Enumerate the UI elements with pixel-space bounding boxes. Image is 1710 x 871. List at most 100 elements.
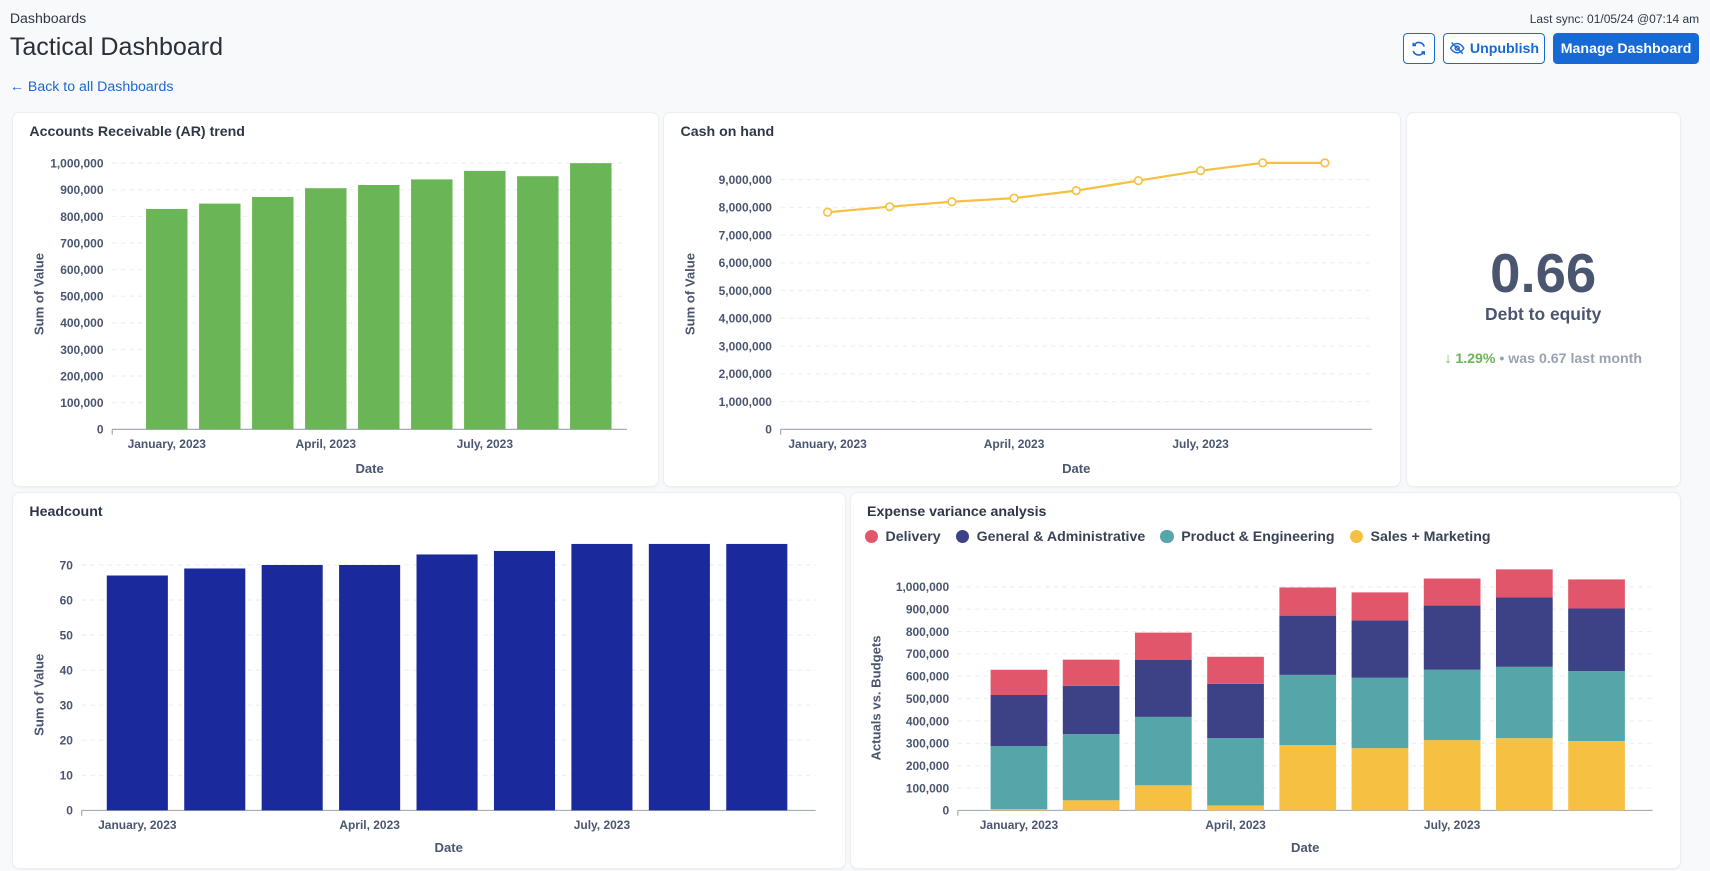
y-tick-label: 40 [60, 663, 74, 677]
y-tick-label: 0 [97, 423, 104, 437]
bar [726, 543, 788, 811]
bar-segment [1134, 632, 1192, 660]
y-axis-label: Sum of Value [32, 253, 47, 335]
legend-dot [864, 530, 878, 544]
bar-segment [1062, 734, 1120, 801]
y-tick-label: 300,000 [905, 737, 949, 751]
legend-item-ga[interactable]: General & Administrative [955, 528, 1146, 545]
kpi-change-note: • was 0.67 last month [1499, 351, 1643, 368]
y-tick-label: 500,000 [60, 290, 104, 304]
bar-segment [1206, 656, 1264, 684]
legend-item-delivery[interactable]: Delivery [864, 529, 941, 545]
y-tick-label: 1,000,000 [719, 395, 773, 409]
kpi-change: ↓ 1.29% • was 0.67 last month [1407, 351, 1680, 367]
bar-segment [990, 694, 1047, 747]
data-point [1258, 158, 1268, 168]
y-tick-label: 9,000,000 [719, 173, 773, 187]
bar [252, 197, 294, 430]
bar-segment [1062, 800, 1120, 811]
headcount-card: Headcount 0 10 20 30 40 50 60 70 January, 2023 Ap… [13, 492, 846, 869]
bar-segment [1423, 740, 1481, 811]
arrow-down-icon: ↓ [1444, 351, 1452, 368]
bar [416, 554, 478, 811]
kpi-label: Debt to equity [1485, 304, 1602, 325]
legend-item-pe[interactable]: Product & Engineering [1160, 529, 1335, 545]
card-title: Accounts Receivable (AR) trend [29, 124, 245, 141]
legend-dot [1160, 530, 1174, 544]
bar-segment [1206, 738, 1264, 806]
bar [648, 543, 710, 811]
data-point [1133, 176, 1144, 186]
expense-variance-card: Expense variance analysis Delivery Gener… [850, 492, 1680, 869]
unpublish-button[interactable]: Unpublish [1442, 32, 1546, 65]
bar-segment [1206, 805, 1264, 811]
breadcrumb[interactable]: Dashboards [9, 10, 87, 27]
x-tick-label: January, 2023 [128, 437, 207, 451]
chart-legend: Delivery General & Administrative Produc… [864, 528, 1491, 545]
y-tick-label: 900,000 [905, 602, 949, 616]
eye-slash-icon [1449, 42, 1465, 55]
cash-on-hand-chart: 0 1,000,000 2,000,000 3,000,000 4,000,000 5,0… [683, 158, 1372, 476]
y-tick-label: 900,000 [60, 184, 104, 198]
ar-trend-card: Accounts Receivable (AR) trend 0 100,000 2… [13, 113, 658, 487]
legend-label: General & Administrative [976, 528, 1146, 545]
kpi-change-percent: 1.29% [1455, 351, 1496, 368]
back-to-dashboards-link[interactable]: ← Back to all Dashboards [9, 78, 174, 95]
bar [199, 204, 241, 430]
x-axis-label: Date [1062, 461, 1090, 476]
last-sync-status: Last sync: 01/05/24 @07:14 am [1529, 11, 1700, 26]
legend-dot [955, 530, 969, 544]
y-tick-label: 300,000 [60, 343, 104, 357]
y-tick-label: 20 [60, 734, 74, 748]
bar-segment [1351, 592, 1408, 621]
bar-segment [990, 746, 1047, 810]
refresh-icon [1412, 41, 1426, 56]
bar [184, 568, 246, 811]
y-tick-label: 200,000 [905, 759, 949, 773]
bar-segment [1567, 671, 1625, 741]
x-axis-label: Date [356, 461, 384, 476]
y-tick-label: 600,000 [905, 670, 949, 684]
y-tick-label: 1,000,000 [895, 580, 949, 594]
y-tick-label: 400,000 [905, 714, 949, 728]
bar-segment [1495, 666, 1553, 739]
y-tick-label: 0 [765, 423, 772, 437]
expense-variance-chart: 0 100,000 200,000 300,000 400,000 500,000 600,… [868, 569, 1653, 855]
x-tick-label: April, 2023 [339, 818, 400, 832]
x-tick-label: April, 2023 [296, 437, 357, 451]
bar [517, 176, 559, 430]
y-tick-label: 10 [60, 769, 74, 783]
refresh-button[interactable] [1402, 32, 1436, 65]
manage-dashboard-button[interactable]: Manage Dashboard [1553, 32, 1700, 65]
y-tick-label: 70 [60, 558, 74, 572]
bar-segment [1134, 716, 1192, 786]
bar [106, 575, 168, 811]
bar [339, 564, 401, 811]
y-tick-label: 100,000 [905, 781, 949, 795]
legend-item-sales[interactable]: Sales + Marketing [1349, 529, 1491, 545]
y-tick-label: 1,000,000 [50, 157, 104, 171]
y-tick-label: 8,000,000 [719, 201, 773, 215]
bar-segment [1495, 569, 1553, 598]
bar-segment [1062, 659, 1120, 686]
bar-segment [1062, 685, 1120, 735]
y-tick-label: 100,000 [60, 396, 104, 410]
y-axis-label: Actuals vs. Budgets [868, 635, 883, 760]
x-tick-label: January, 2023 [789, 437, 868, 451]
data-point [947, 197, 957, 207]
x-tick-label: July, 2023 [1424, 818, 1481, 832]
y-tick-label: 200,000 [60, 370, 104, 384]
bar-segment [1206, 683, 1264, 739]
headcount-chart: 0 10 20 30 40 50 60 70 January, 2023 April, 2023 J… [32, 543, 816, 855]
y-tick-label: 800,000 [905, 625, 949, 639]
bar [464, 171, 506, 430]
bar-segment [1423, 669, 1481, 741]
bar [571, 543, 633, 811]
y-tick-label: 600,000 [60, 263, 104, 277]
bar-segment [1495, 597, 1553, 667]
bar-segment [1134, 785, 1192, 811]
y-tick-label: 500,000 [905, 692, 949, 706]
bar-segment [1567, 608, 1625, 672]
page-title: Tactical Dashboard [9, 32, 224, 61]
y-tick-label: 50 [60, 628, 74, 642]
